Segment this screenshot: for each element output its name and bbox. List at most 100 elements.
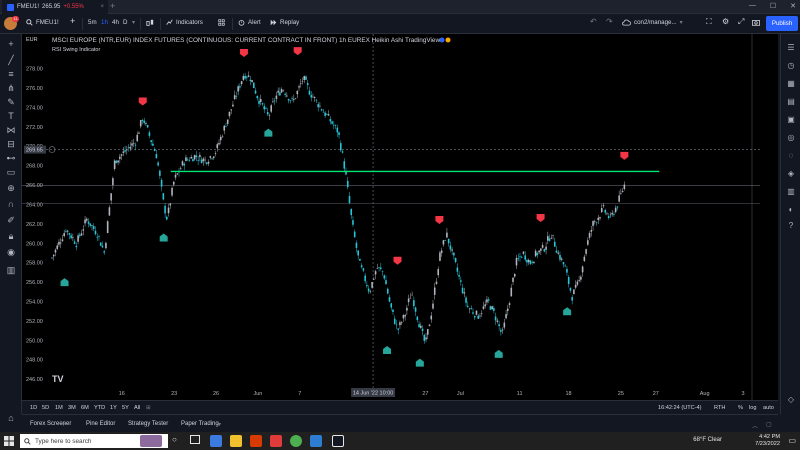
system-clock[interactable]: 4:42 PM 7/23/2022 <box>755 434 780 448</box>
candle-body <box>124 150 126 152</box>
chart-canvas[interactable]: 278.00276.00274.00272.00270.00268.00266.… <box>22 34 778 400</box>
task-view-icon[interactable] <box>190 435 202 447</box>
range-1y[interactable]: 1Y <box>110 405 117 411</box>
maximize-icon[interactable]: ☐ <box>769 3 777 10</box>
interval-d[interactable]: D <box>123 19 128 26</box>
alert-button[interactable]: Alert <box>238 19 261 26</box>
stay-drawing-icon[interactable]: ✐ <box>7 215 15 225</box>
templates-grid-icon[interactable] <box>218 19 225 26</box>
tab-forex-screener[interactable]: Forex Screener <box>30 421 72 427</box>
hide-icon[interactable]: ◉ <box>7 247 15 257</box>
range-3m[interactable]: 3M <box>68 405 76 411</box>
tradingview-taskbar-icon[interactable] <box>332 435 344 447</box>
maximize-chart-icon[interactable]: ⤢ <box>738 17 745 26</box>
symbol-search-button[interactable]: FMEU1! <box>26 19 59 26</box>
publish-button[interactable]: Publish <box>766 16 798 31</box>
interval-5m[interactable]: 5m <box>88 19 97 26</box>
close-window-icon[interactable]: ✕ <box>790 3 796 10</box>
brush-icon[interactable]: ✎ <box>7 97 15 107</box>
interval-1h[interactable]: 1h <box>101 19 108 26</box>
alerts-clock-icon[interactable]: ◷ <box>787 61 795 70</box>
tab-pine-editor[interactable]: Pine Editor <box>86 421 116 427</box>
notifications-icon[interactable]: ◐ <box>788 205 794 214</box>
candle-body <box>592 221 594 226</box>
collapse-panel-icon[interactable]: ︿ <box>752 424 759 430</box>
indicator-legend[interactable]: RSI Swing Indicator <box>52 47 101 53</box>
calendar-icon-2[interactable]: ▥ <box>787 187 795 196</box>
browser-tab[interactable]: FMEU1! 265.95 +0.55% × <box>2 0 108 14</box>
chat-icon[interactable]: ◌ <box>788 151 794 160</box>
crosshair-icon[interactable]: + <box>8 39 14 49</box>
candle-body <box>251 80 253 82</box>
tab-close-icon[interactable]: × <box>100 4 104 10</box>
file-explorer-icon[interactable] <box>230 435 242 447</box>
cortana-circle-icon[interactable]: ○ <box>172 435 177 444</box>
ideas-icon[interactable]: ◎ <box>787 133 795 142</box>
weather-widget[interactable]: 68°F Clear <box>693 437 722 443</box>
range-5y[interactable]: 5Y <box>122 405 129 411</box>
trash-icon[interactable]: ▥ <box>6 265 16 275</box>
undo-icon[interactable]: ↶ <box>590 17 597 26</box>
range-all[interactable]: All <box>134 405 141 411</box>
text-tool-icon[interactable]: T <box>8 111 14 121</box>
interval-dropdown-icon[interactable]: ▾ <box>132 19 136 26</box>
horizontal-lines-icon[interactable]: ≡ <box>8 69 14 79</box>
zoom-in-icon[interactable]: ⊕ <box>7 183 15 193</box>
object-tree-icon[interactable]: ⌂ <box>8 413 14 423</box>
help-icon[interactable]: ? <box>788 221 794 230</box>
candle-body <box>529 260 532 264</box>
hotlist-icon[interactable]: ▤ <box>787 97 795 106</box>
fullscreen-icon[interactable]: ⛶ <box>706 17 712 26</box>
chrome-icon[interactable] <box>290 435 302 447</box>
range-1m[interactable]: 1M <box>55 405 63 411</box>
redo-icon[interactable]: ↷ <box>606 17 613 26</box>
trading-dropdown-icon[interactable]: ▾ <box>218 422 222 428</box>
range-6m[interactable]: 6M <box>81 405 89 411</box>
measure-icon[interactable]: ⊷ <box>6 153 16 163</box>
tab-strategy-tester[interactable]: Strategy Tester <box>128 421 169 427</box>
compare-add-icon[interactable]: + <box>70 16 76 26</box>
trend-line-icon[interactable]: ╱ <box>8 55 14 65</box>
data-window-icon[interactable]: ▦ <box>787 79 795 88</box>
app-icon[interactable] <box>310 435 322 447</box>
magnet-icon[interactable]: ∩ <box>7 199 15 209</box>
price-chart[interactable]: 278.00276.00274.00272.00270.00268.00266.… <box>22 34 778 400</box>
indicators-button[interactable]: Indicators <box>166 19 203 26</box>
layers-icon[interactable]: ◇ <box>787 395 795 404</box>
windows-start-icon[interactable] <box>4 436 14 446</box>
patterns-icon[interactable]: ⋈ <box>6 125 16 135</box>
ruler-icon[interactable]: ▭ <box>6 167 16 177</box>
interval-4h[interactable]: 4h <box>112 19 119 26</box>
projection-icon[interactable]: ⊟ <box>7 139 15 149</box>
watchlist-icon[interactable]: ☰ <box>787 43 795 52</box>
goto-date-icon[interactable]: ⊞ <box>146 405 151 411</box>
time-display[interactable]: 16:42:24 (UTC-4) <box>658 405 702 411</box>
edge-app-icon[interactable] <box>210 435 222 447</box>
lock-icon[interactable]: 🔒︎ <box>8 231 14 241</box>
range-ytd[interactable]: YTD <box>94 405 106 411</box>
os-taskbar: Type here to search ○ 68°F Clear 4:42 PM… <box>0 432 800 450</box>
log-toggle[interactable]: log <box>749 405 757 411</box>
calendar-icon[interactable]: ▣ <box>787 115 795 124</box>
new-tab-icon[interactable]: + <box>110 1 116 11</box>
notification-center-icon[interactable]: ▭ <box>788 436 796 445</box>
settings-gear-icon[interactable]: ⚙ <box>722 17 730 26</box>
range-5d[interactable]: 5D <box>42 405 50 411</box>
office-app-icon[interactable] <box>250 435 262 447</box>
taskbar-search-input[interactable]: Type here to search <box>20 434 168 448</box>
percent-toggle[interactable]: % <box>738 405 743 411</box>
media-app-icon[interactable] <box>270 435 282 447</box>
snapshot-camera-icon[interactable] <box>752 19 760 26</box>
maximize-panel-icon[interactable]: ▢ <box>766 422 772 428</box>
screener-dropdown-icon[interactable]: ▾ <box>62 422 66 428</box>
streams-icon[interactable]: ◈ <box>787 169 795 178</box>
replay-button[interactable]: Replay <box>270 19 299 26</box>
minimize-icon[interactable]: — <box>748 2 756 9</box>
session-toggle[interactable]: RTH <box>714 405 726 411</box>
layout-menu-button[interactable]: con2/manage... ▾ <box>622 19 683 26</box>
heikin-ashi-icon[interactable] <box>146 19 154 27</box>
range-1d[interactable]: 1D <box>30 405 38 411</box>
auto-toggle[interactable]: auto <box>763 405 774 411</box>
pitchfork-icon[interactable]: ⋔ <box>7 83 15 93</box>
tab-paper-trading[interactable]: Paper Trading <box>181 421 219 427</box>
